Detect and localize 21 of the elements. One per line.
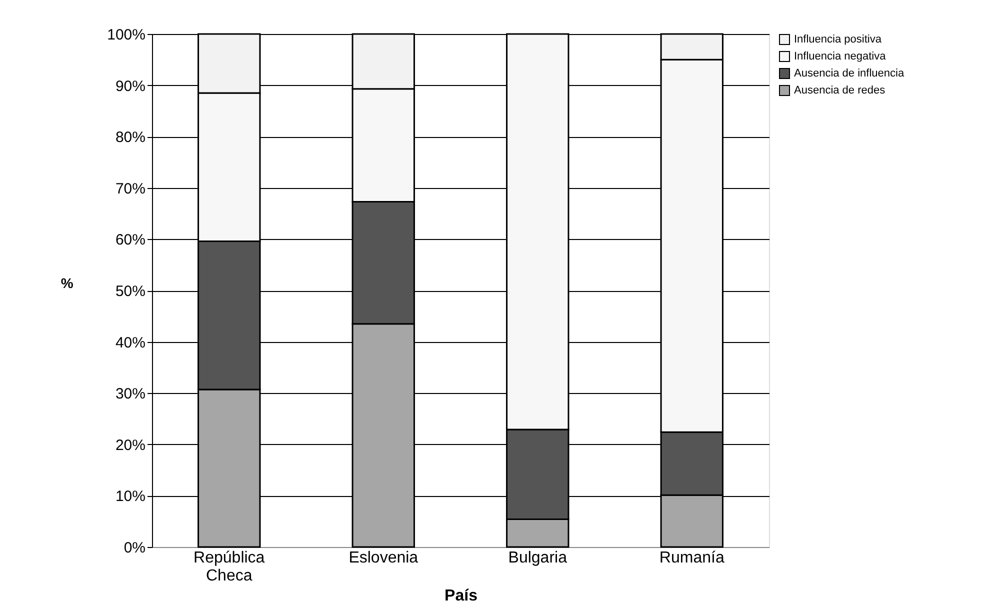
y-tick-label: 50% <box>115 283 146 300</box>
y-tick-label: 0% <box>124 540 146 556</box>
y-tick-label: 40% <box>115 334 146 352</box>
legend-label: Ausencia de influencia <box>794 68 905 80</box>
x-tick-label: Bulgaria <box>508 550 568 566</box>
y-tick-label: 20% <box>115 436 146 454</box>
x-axis-title: País <box>444 588 478 604</box>
y-axis-title: % <box>60 275 74 291</box>
y-tick-label: 70% <box>115 180 146 198</box>
y-tick-label: 10% <box>115 488 146 506</box>
legend-label: Influencia positiva <box>794 34 882 46</box>
y-tick-label: 60% <box>115 232 146 249</box>
y-tick-label: 90% <box>115 78 146 95</box>
x-tick-label: República Checa <box>194 550 265 584</box>
x-tick-label: Rumanía <box>659 550 724 566</box>
legend-label: Influencia negativa <box>794 50 887 62</box>
y-tick-label: 30% <box>115 386 146 403</box>
y-tick-label: 100% <box>107 26 146 44</box>
legend-label: Ausencia de redes <box>794 84 886 96</box>
y-tick-label: 80% <box>115 129 146 146</box>
x-tick-label: Eslovenia <box>348 550 418 566</box>
